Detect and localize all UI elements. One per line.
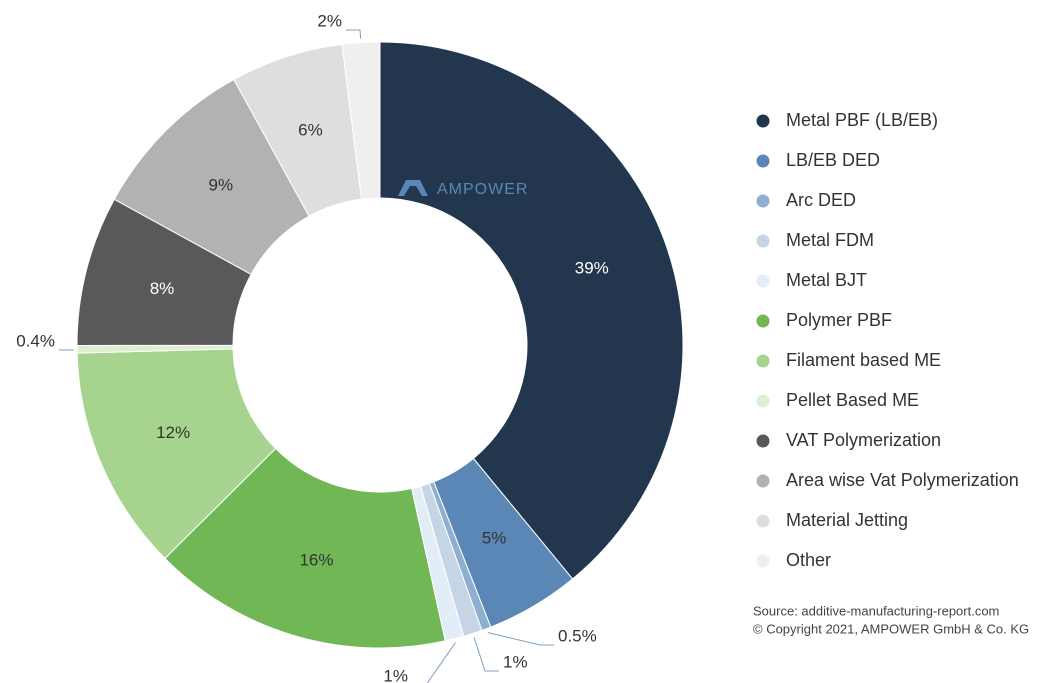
data-label: 1% [503, 652, 528, 671]
leader-line [473, 637, 499, 672]
data-label: 6% [298, 121, 323, 140]
legend-marker [756, 114, 770, 128]
data-label: 12% [156, 423, 190, 442]
data-label: 2% [317, 11, 342, 30]
data-label: 16% [299, 550, 333, 569]
legend-label: Filament based ME [786, 350, 941, 370]
leader-line [426, 642, 456, 683]
slice [164, 447, 446, 649]
copyright: © Copyright 2021, AMPOWER GmbH & Co. KG [753, 621, 1029, 636]
data-label: 5% [482, 528, 507, 547]
legend-label: Pellet Based ME [786, 390, 919, 410]
legend-marker [756, 434, 770, 448]
legend-label: Metal PBF (LB/EB) [786, 110, 938, 130]
legend-label: Material Jetting [786, 510, 908, 530]
legend-marker [756, 514, 770, 528]
slice [341, 41, 381, 200]
legend-marker [756, 234, 770, 248]
legend-marker [756, 314, 770, 328]
source: Source: additive-manufacturing-report.co… [753, 603, 999, 618]
logo-icon [398, 180, 428, 196]
legend-marker [756, 194, 770, 208]
legend-label: Area wise Vat Polymerization [786, 470, 1019, 490]
legend-marker [756, 554, 770, 568]
legend-marker [756, 154, 770, 168]
data-label: 9% [208, 176, 233, 195]
leader-line [59, 349, 74, 351]
legend-marker [756, 474, 770, 488]
data-label: 39% [575, 259, 609, 278]
legend-marker [756, 394, 770, 408]
data-label: 1% [383, 666, 408, 683]
legend-label: Polymer PBF [786, 310, 892, 330]
legend-label: Arc DED [786, 190, 856, 210]
slice [379, 41, 684, 580]
watermark: AMPOWER [437, 181, 528, 198]
data-label: 0.4% [16, 331, 55, 350]
legend-label: VAT Polymerization [786, 430, 941, 450]
leader-line [346, 29, 362, 39]
legend-marker [756, 274, 770, 288]
legend-label: Metal BJT [786, 270, 867, 290]
data-label: 8% [150, 279, 175, 298]
legend-marker [756, 354, 770, 368]
slice [76, 348, 277, 560]
legend-label: LB/EB DED [786, 150, 880, 170]
leader-line [487, 631, 554, 646]
data-label: 0.5% [558, 626, 597, 645]
legend-label: Other [786, 550, 831, 570]
legend-label: Metal FDM [786, 230, 874, 250]
